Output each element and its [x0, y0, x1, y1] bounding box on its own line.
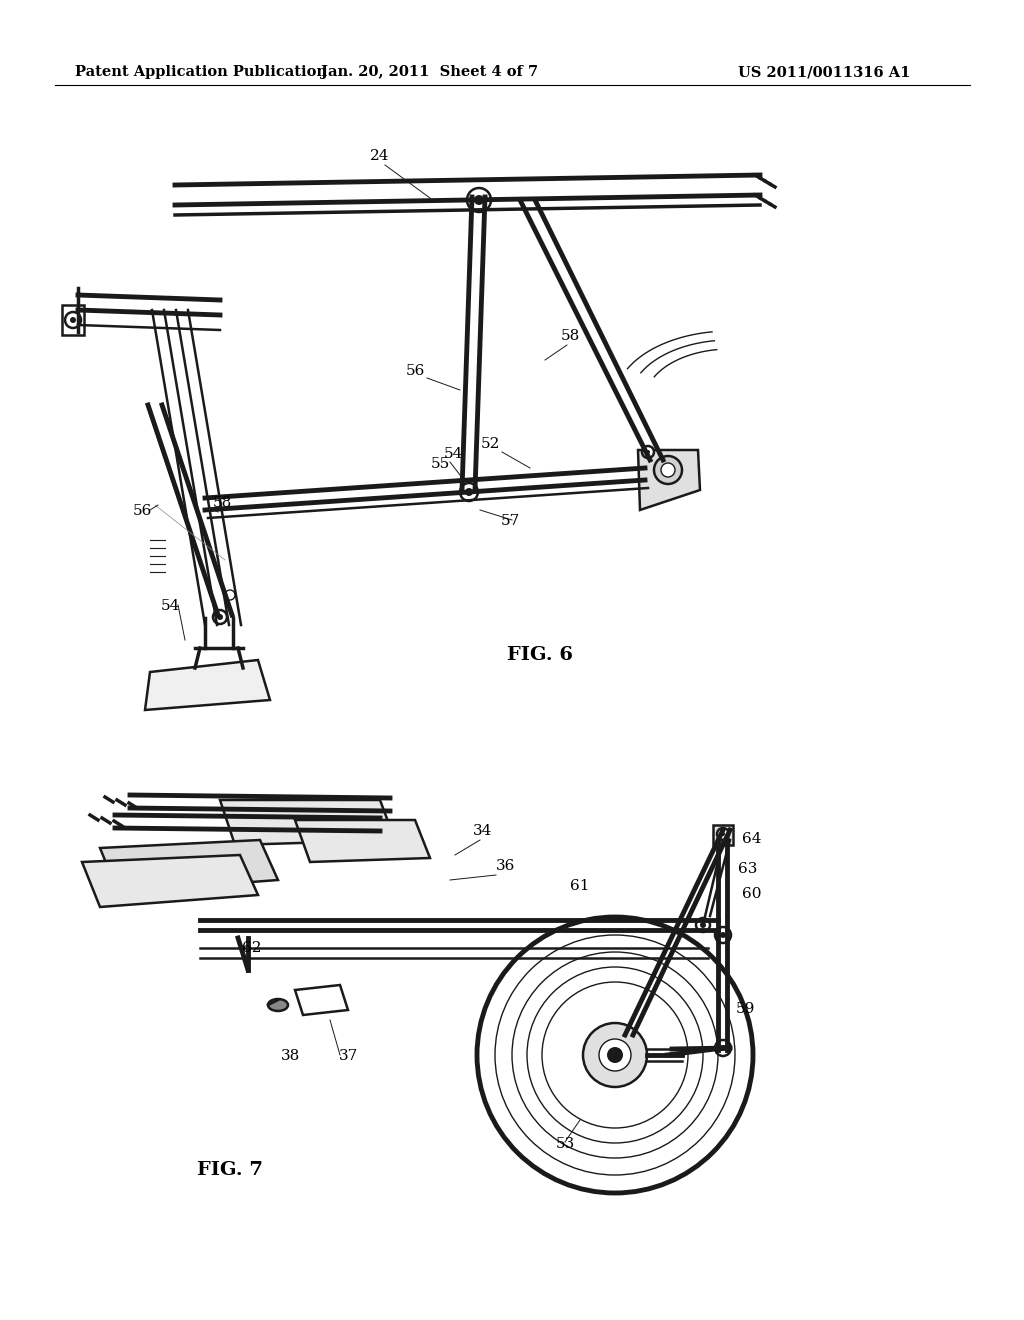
Text: 55: 55: [430, 457, 450, 471]
Text: 61: 61: [570, 879, 590, 894]
Bar: [62, 305, 84, 335]
Circle shape: [642, 446, 654, 458]
Circle shape: [460, 483, 478, 502]
Circle shape: [662, 463, 675, 477]
Text: 58: 58: [560, 329, 580, 343]
Circle shape: [477, 917, 753, 1193]
Text: 37: 37: [338, 1049, 357, 1063]
Circle shape: [225, 590, 234, 601]
Circle shape: [720, 1045, 726, 1051]
Circle shape: [213, 610, 227, 624]
Circle shape: [70, 317, 76, 323]
Bar: [713, 825, 733, 845]
Circle shape: [717, 828, 729, 840]
Text: 64: 64: [742, 832, 762, 846]
Ellipse shape: [268, 999, 288, 1011]
Polygon shape: [295, 820, 430, 862]
Polygon shape: [82, 855, 258, 907]
Text: 38: 38: [281, 1049, 300, 1063]
Text: 54: 54: [161, 599, 179, 612]
Text: 52: 52: [480, 437, 500, 451]
Text: 56: 56: [406, 364, 425, 378]
Text: 59: 59: [735, 1002, 755, 1016]
Circle shape: [583, 1023, 647, 1086]
Circle shape: [721, 832, 725, 836]
Text: FIG. 7: FIG. 7: [197, 1162, 263, 1179]
Text: 24: 24: [371, 149, 390, 162]
Text: 36: 36: [497, 859, 516, 873]
Circle shape: [696, 917, 710, 932]
Circle shape: [599, 1039, 631, 1071]
Circle shape: [65, 312, 81, 327]
Circle shape: [217, 614, 223, 620]
Circle shape: [474, 195, 484, 205]
Circle shape: [720, 932, 726, 939]
Text: US 2011/0011316 A1: US 2011/0011316 A1: [737, 65, 910, 79]
Text: 62: 62: [243, 941, 262, 954]
Circle shape: [654, 455, 682, 484]
Circle shape: [715, 927, 731, 942]
Text: 63: 63: [738, 862, 758, 876]
Circle shape: [467, 187, 490, 213]
Polygon shape: [638, 450, 700, 510]
Polygon shape: [145, 660, 270, 710]
Text: Patent Application Publication: Patent Application Publication: [75, 65, 327, 79]
Circle shape: [465, 488, 473, 496]
Polygon shape: [295, 985, 348, 1015]
Polygon shape: [220, 800, 395, 845]
Polygon shape: [100, 840, 278, 892]
Text: 58: 58: [212, 496, 231, 510]
Circle shape: [607, 1047, 623, 1063]
Text: 60: 60: [742, 887, 762, 902]
Text: 53: 53: [555, 1137, 574, 1151]
Circle shape: [715, 1040, 731, 1056]
Circle shape: [700, 921, 706, 928]
Text: 57: 57: [501, 513, 519, 528]
Circle shape: [646, 450, 650, 454]
Text: 54: 54: [443, 447, 463, 461]
Text: 34: 34: [473, 824, 493, 838]
Text: FIG. 6: FIG. 6: [507, 645, 573, 664]
Text: Jan. 20, 2011  Sheet 4 of 7: Jan. 20, 2011 Sheet 4 of 7: [322, 65, 539, 79]
Text: 56: 56: [132, 504, 152, 517]
